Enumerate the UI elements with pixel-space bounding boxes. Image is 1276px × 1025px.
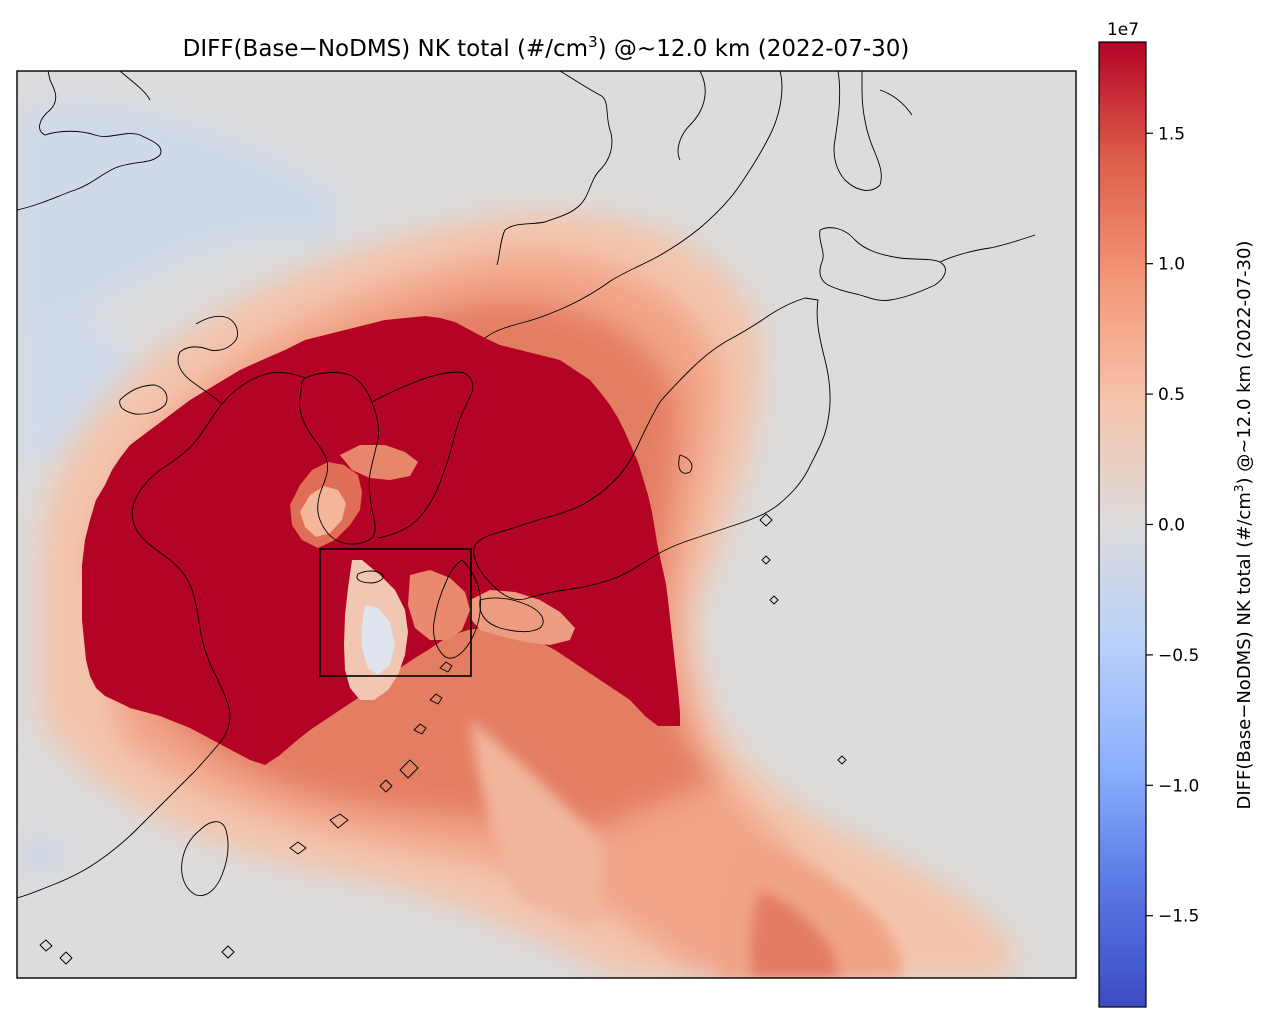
coastlines xyxy=(17,71,1036,965)
colorbar-tick-label: −0.5 xyxy=(1158,646,1199,666)
map-panel xyxy=(17,71,1076,978)
figure-title: DIFF(Base−NoDMS) NK total (#/cm3) @~12.0… xyxy=(183,33,910,62)
colorbar-axis-label: DIFF(Base−NoDMS) NK total (#/cm3) @~12.0… xyxy=(1232,241,1255,810)
southern-plume xyxy=(470,720,902,978)
core-intrusion-jeju xyxy=(290,445,575,700)
colorbar-tick-label: 0.5 xyxy=(1158,385,1185,405)
colorbar-scale-label: 1e7 xyxy=(1107,20,1139,40)
colorbar-gradient xyxy=(1098,41,1147,1008)
negative-anomaly-field xyxy=(17,105,340,867)
saturated-anomaly-core xyxy=(82,316,680,765)
map-frame xyxy=(16,70,1077,979)
colorbar-tick-label: −1.0 xyxy=(1158,776,1199,796)
colorbar-tick-label: 0.0 xyxy=(1158,516,1185,536)
analysis-box xyxy=(319,548,472,677)
colorbar-tick-label: 1.5 xyxy=(1158,124,1185,144)
colorbar: 1e7 −1.5 −1.0 −0.5 0.0 0.5 1.0 1.5 DIFF(Base−N… xyxy=(1098,20,1255,1008)
colorbar-tick-label: 1.0 xyxy=(1158,255,1185,275)
colorbar-ticks: −1.5 −1.0 −0.5 0.0 0.5 1.0 1.5 xyxy=(1146,124,1199,927)
colorbar-tick-label: −1.5 xyxy=(1158,907,1199,927)
